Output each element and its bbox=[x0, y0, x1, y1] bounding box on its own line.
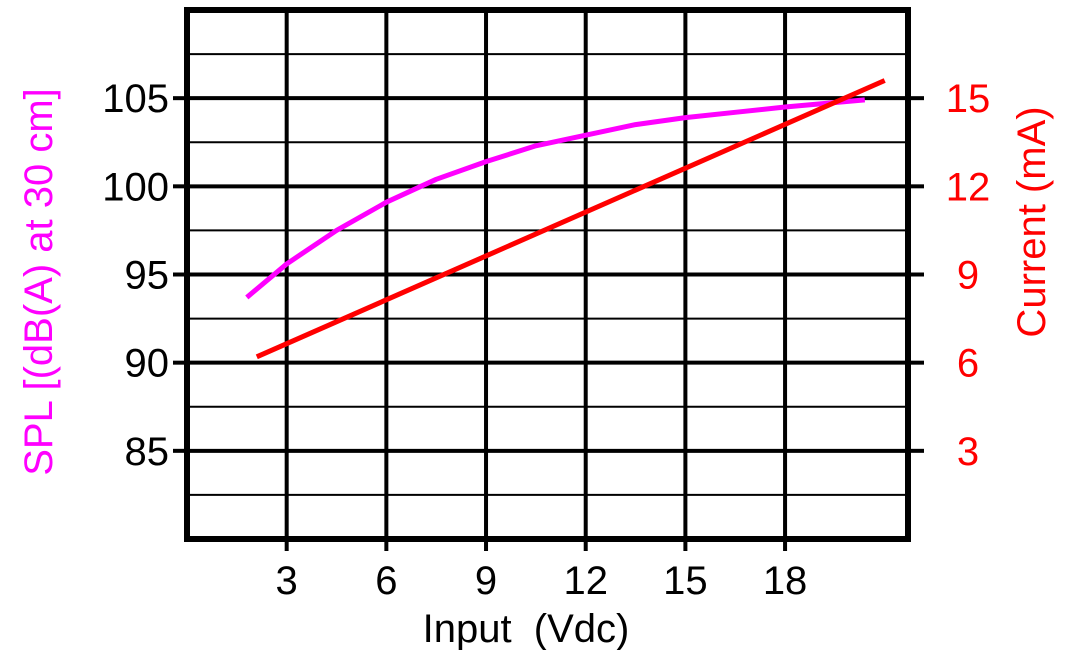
y-left-tick-label: 95 bbox=[125, 254, 170, 298]
x-tick-label: 3 bbox=[276, 559, 298, 603]
x-tick-label: 18 bbox=[763, 559, 808, 603]
x-tick-label: 12 bbox=[563, 559, 608, 603]
y-axis-right-label: Current (mA) bbox=[1010, 106, 1054, 337]
y-right-tick-label: 12 bbox=[946, 165, 991, 209]
tick-labels: 3 6 9 12 15 18 85 90 95 100 105 3 6 9 12 15 bbox=[102, 77, 990, 603]
y-right-tick-label: 15 bbox=[946, 77, 991, 121]
y-axis-left-label: SPL [(dB(A) at 30 cm] bbox=[17, 88, 61, 476]
x-axis-label: Input (Vdc) bbox=[423, 607, 630, 650]
y-right-tick-label: 3 bbox=[957, 430, 979, 474]
y-left-tick-label: 100 bbox=[102, 165, 169, 209]
series-lines bbox=[245, 78, 886, 360]
y-left-tick-label: 90 bbox=[125, 342, 170, 386]
x-tick-label: 9 bbox=[475, 559, 497, 603]
series-line-current bbox=[255, 78, 886, 360]
y-left-tick-label: 85 bbox=[125, 430, 170, 474]
grid bbox=[187, 10, 908, 539]
y-right-tick-label: 6 bbox=[957, 342, 979, 386]
y-right-tick-label: 9 bbox=[957, 254, 979, 298]
x-tick-label: 15 bbox=[663, 559, 708, 603]
tick-marks bbox=[173, 96, 924, 551]
series-line-spl bbox=[245, 97, 866, 300]
y-left-tick-label: 105 bbox=[102, 77, 169, 121]
x-tick-label: 6 bbox=[375, 559, 397, 603]
